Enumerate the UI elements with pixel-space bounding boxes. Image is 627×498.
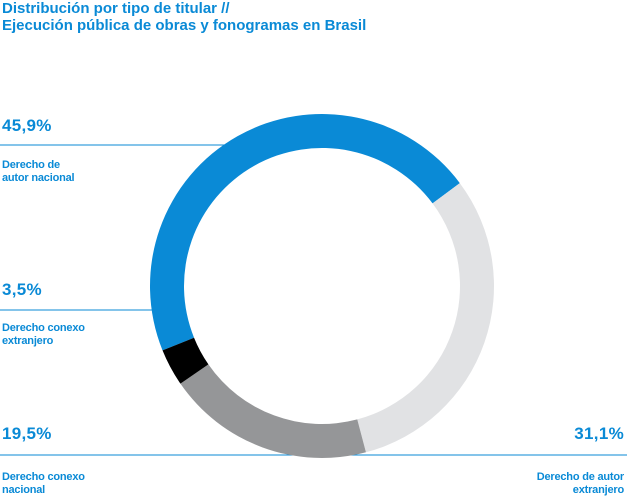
legend-label-autor-extranjero-line-2: extranjero [572, 484, 624, 496]
leader-lines [0, 144, 627, 456]
slice-conexo-nacional [180, 364, 366, 458]
value-label-conexo-extranjero: 3,5% [2, 280, 42, 299]
legend-label-autor-nacional-line-2: autor nacional [2, 172, 75, 184]
legend-label-autor-extranjero: Derecho de autor extranjero [537, 471, 624, 497]
chart-title: Distribución por tipo de titular // Ejec… [2, 0, 366, 34]
legend-label-conexo-nacional: Derecho conexo nacional [2, 471, 85, 497]
value-label-autor-extranjero: 31,1% [574, 424, 624, 443]
chart-title-line-1: Distribución por tipo de titular // [2, 0, 230, 17]
value-label-autor-nacional: 45,9% [2, 116, 52, 135]
slice-autor-extranjero [357, 183, 494, 453]
legend-label-conexo-extranjero-line-1: Derecho conexo [2, 322, 85, 334]
legend-label-autor-nacional: Derecho de autor nacional [2, 159, 75, 185]
legend-label-conexo-nacional-line-1: Derecho conexo [2, 471, 85, 483]
legend-label-conexo-extranjero: Derecho conexo extranjero [2, 322, 85, 348]
legend-label-autor-extranjero-line-1: Derecho de autor [536, 471, 624, 483]
value-label-conexo-nacional: 19,5% [2, 424, 52, 443]
slice-autor-nacional [150, 114, 460, 351]
slice-conexo-extranjero [162, 337, 209, 384]
legend-label-conexo-extranjero-line-2: extranjero [2, 335, 54, 347]
chart-title-line-2: Ejecución pública de obras y fonogramas … [2, 17, 367, 34]
legend-label-autor-nacional-line-1: Derecho de [2, 159, 60, 171]
legend-label-conexo-nacional-line-2: nacional [2, 484, 46, 496]
donut-slices [150, 114, 494, 458]
